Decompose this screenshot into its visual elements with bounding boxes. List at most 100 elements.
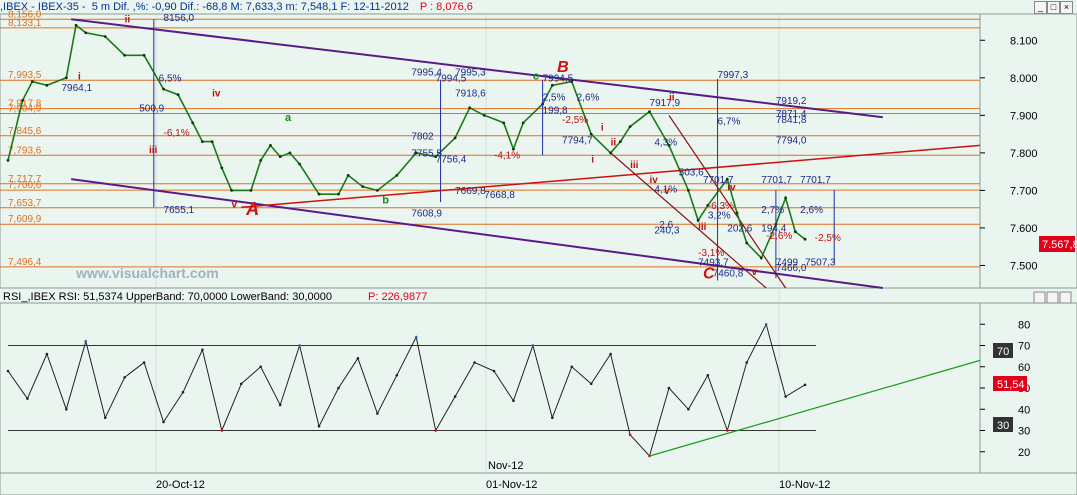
price-annotation: -6,3% xyxy=(708,201,734,212)
price-annotation: 2,6 xyxy=(659,220,673,231)
price-annotation: 7701,7 xyxy=(800,175,831,186)
price-point xyxy=(453,136,457,140)
channel-lines-layer xyxy=(71,18,981,289)
price-annotation: 7701,7 xyxy=(703,175,734,186)
rsi-point xyxy=(395,373,399,377)
price-annotation: 7964,1 xyxy=(61,83,92,94)
wave-label: iii xyxy=(149,145,158,156)
watermark-text: www.visualchart.com xyxy=(75,265,219,281)
rsi-restore-button[interactable] xyxy=(1046,291,1059,304)
price-annotation: 7995,4 xyxy=(411,68,442,79)
price-point xyxy=(103,35,107,38)
price-axis-label: 8.100 xyxy=(1010,35,1038,47)
rsi-point xyxy=(706,373,710,377)
fib-level-label: 7,717,7 xyxy=(8,174,42,185)
price-annotation: 6,7% xyxy=(718,117,741,128)
price-point xyxy=(64,76,68,80)
price-point xyxy=(618,140,622,144)
price-point xyxy=(468,106,472,110)
price-annotation: 7756,4 xyxy=(436,154,467,165)
price-annotation: 194,4 xyxy=(761,224,786,235)
rsi-point xyxy=(337,386,340,390)
price-axis-label: 7.900 xyxy=(1010,110,1038,122)
wave-label: ii xyxy=(125,14,131,25)
price-axis-label: 7.500 xyxy=(1010,260,1038,272)
price-axis-label: 8.000 xyxy=(1010,73,1038,85)
rsi-point xyxy=(123,376,126,379)
price-point xyxy=(793,230,797,234)
fib-level-label: 7,917,8 xyxy=(8,99,42,110)
price-annotation: 7655,1 xyxy=(164,205,195,216)
rsi-close-button[interactable] xyxy=(1059,291,1072,304)
rsi-header-p: P: 226,9877 xyxy=(368,291,427,303)
price-point xyxy=(648,110,651,113)
wave-label: iv xyxy=(212,89,221,100)
price-annotation: 7466,0 xyxy=(776,263,807,274)
fib-level-label: 7,653,7 xyxy=(8,198,42,209)
price-point xyxy=(696,219,700,222)
price-annotation: 4,3% xyxy=(654,137,677,148)
rsi-point xyxy=(434,429,437,432)
rsi-point xyxy=(298,344,301,347)
fib-level-label: 7,993,5 xyxy=(8,70,42,81)
rsi-minimize-button[interactable] xyxy=(1033,291,1046,304)
rsi-point xyxy=(376,412,379,415)
rsi-point xyxy=(512,399,515,403)
time-month-marker: Nov-12 xyxy=(488,460,523,472)
price-annotation: -2,6% xyxy=(766,231,792,242)
rsi-point xyxy=(317,424,321,428)
rsi-current-tag-box xyxy=(993,376,1027,391)
price-annotation: 2,6% xyxy=(577,92,600,103)
rsi-upper-tag-box xyxy=(993,343,1013,358)
price-annotation: 7918,6 xyxy=(455,89,486,100)
fib-level-label: 7,700,6 xyxy=(8,180,42,191)
price-annotation: 4,1% xyxy=(654,184,677,195)
price-point xyxy=(725,177,729,181)
price-point xyxy=(375,189,379,192)
rsi-point xyxy=(745,361,749,364)
price-point xyxy=(784,196,787,200)
price-annotation: 7493,7 xyxy=(698,257,729,268)
wave-label: v xyxy=(232,199,238,210)
price-point xyxy=(502,121,506,125)
price-point xyxy=(298,162,301,166)
rsi-point xyxy=(278,403,282,407)
rsi-panel xyxy=(0,302,981,474)
trendline-drop-2 xyxy=(610,152,767,289)
price-annotation: -6,1% xyxy=(164,128,190,139)
trendline-drop-1 xyxy=(668,115,787,289)
price-annotation: 7755,5 xyxy=(411,149,442,160)
price-point xyxy=(628,125,632,129)
fib-level-label: 7,609,9 xyxy=(8,214,42,225)
price-point xyxy=(210,140,214,144)
rsi-point xyxy=(220,429,224,432)
rsi-point xyxy=(784,395,787,398)
fib-level-label: 7,496,4 xyxy=(8,257,42,268)
price-annotation: 7802 xyxy=(411,132,434,143)
rsi-point xyxy=(667,386,671,390)
price-point xyxy=(361,185,365,189)
price-point xyxy=(249,189,253,192)
price-annotation: 3,2% xyxy=(708,211,731,222)
price-annotation: 7994,5 xyxy=(436,74,467,85)
price-series-layer xyxy=(6,23,807,260)
rsi-point xyxy=(84,339,88,343)
rsi-point xyxy=(570,365,574,369)
wave-label: ii xyxy=(669,92,675,103)
wave-label: ii xyxy=(611,137,617,148)
rsi-point xyxy=(356,356,360,360)
wave-label: iii xyxy=(630,160,639,171)
wave-label: iv xyxy=(727,182,736,193)
price-annotation: -4,1% xyxy=(494,151,520,162)
price-annotation: 7608,9 xyxy=(411,209,442,220)
rsi-axis-label: 40 xyxy=(1018,404,1030,416)
price-annotation: 2,7% xyxy=(761,205,784,216)
price-point xyxy=(609,151,613,155)
rsi-lower-tag-box xyxy=(993,417,1013,432)
price-annotation: 202,6 xyxy=(727,224,752,235)
price-annotation: 6,5% xyxy=(159,74,182,85)
rsi-axis-label: 60 xyxy=(1018,362,1030,374)
rsi-lower-tag-text: 30 xyxy=(997,420,1009,432)
price-point xyxy=(142,53,146,57)
